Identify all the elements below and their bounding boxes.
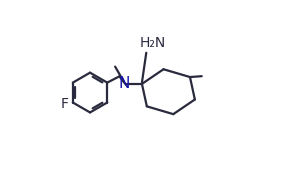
Text: N: N xyxy=(119,76,130,91)
Text: F: F xyxy=(60,97,68,111)
Text: H₂N: H₂N xyxy=(139,36,165,50)
